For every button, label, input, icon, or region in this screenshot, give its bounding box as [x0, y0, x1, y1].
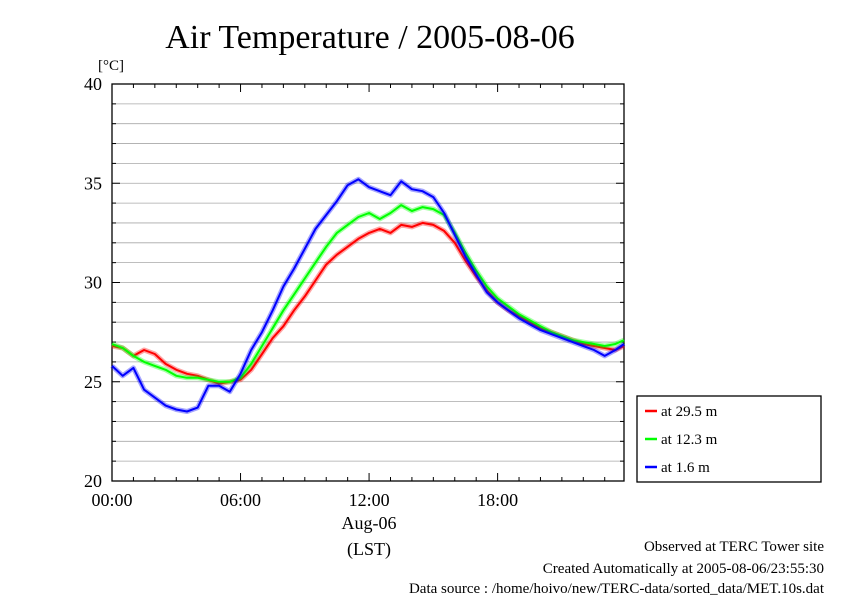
x-axis-date-label: Aug-06: [342, 513, 397, 533]
series-line-2: [111, 178, 625, 413]
x-tick-label: 06:00: [220, 490, 261, 510]
gridlines: [112, 103, 624, 462]
footer-data-source: Data source : /home/hoivo/new/TERC-data/…: [409, 581, 825, 595]
x-tick-label: 12:00: [349, 490, 390, 510]
y-tick-label: 20: [84, 471, 102, 491]
series-lines: [110, 176, 626, 414]
footer-created-time: Created Automatically at 2005-08-06/23:5…: [543, 561, 824, 577]
legend-box: [636, 395, 822, 483]
series-line-halo-0: [111, 220, 626, 387]
y-tick-label: 40: [84, 74, 102, 94]
series-line-1: [111, 204, 625, 383]
footer-observed-site: Observed at TERC Tower site: [644, 539, 824, 555]
y-tick-label: 35: [84, 173, 102, 193]
y-tick-label: 30: [84, 273, 102, 293]
x-axis-timezone-label: (LST): [347, 539, 391, 560]
legend-label-0: at 29.5 m: [661, 404, 718, 420]
y-axis-unit-label: [°C]: [98, 58, 124, 74]
x-tick-label: 00:00: [91, 490, 132, 510]
series-line-0: [111, 221, 625, 385]
axis-ticks: 20 25 30 35 40 00:00 06:00 12:00 18:00: [84, 74, 624, 510]
legend: at 29.5 m at 12.3 m at 1.6 m: [645, 404, 718, 476]
chart-title: Air Temperature / 2005-08-06: [165, 19, 575, 56]
legend-label-2: at 1.6 m: [661, 460, 710, 476]
x-tick-label: 18:00: [477, 490, 518, 510]
legend-label-1: at 12.3 m: [661, 432, 718, 448]
y-tick-label: 25: [84, 372, 102, 392]
